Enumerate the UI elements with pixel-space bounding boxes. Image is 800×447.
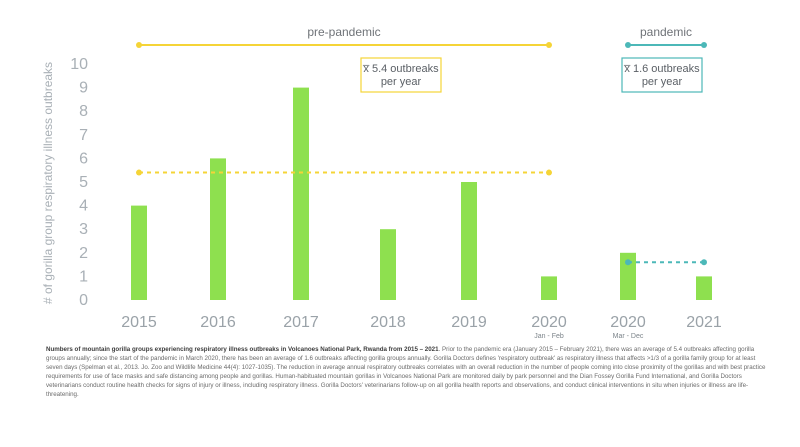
period-endpoint — [701, 42, 707, 48]
x-tick-sublabel: Mar - Dec — [613, 333, 644, 340]
bar-2018 — [380, 229, 396, 300]
bar-2019 — [461, 182, 477, 300]
x-tick-label: 2016 — [200, 314, 236, 331]
y-tick-label: 8 — [79, 103, 88, 120]
bars — [131, 87, 712, 300]
average-box-line1: x̅ 5.4 outbreaks — [362, 63, 439, 75]
average-box-line2: per year — [381, 76, 422, 88]
x-tick-label: 2017 — [283, 314, 319, 331]
y-tick-label: 10 — [70, 56, 88, 73]
period-endpoint — [136, 42, 142, 48]
caption-title: Numbers of mountain gorilla groups exper… — [46, 346, 439, 353]
period-endpoint — [546, 42, 552, 48]
bar-2020 — [541, 276, 557, 300]
period-label: pre-pandemic — [307, 25, 380, 39]
y-tick-labels: 0 1 2 3 4 5 6 7 8 9 10 — [70, 56, 88, 309]
y-tick-label: 9 — [79, 80, 88, 97]
y-tick-label: 7 — [79, 127, 88, 144]
average-endpoint — [625, 259, 631, 266]
y-tick-label: 2 — [79, 245, 88, 262]
x-tick-label: 2021 — [686, 314, 722, 331]
y-tick-label: 6 — [79, 150, 88, 167]
period-label: pandemic — [640, 25, 692, 39]
x-tick-labels: 2015 2016 2017 2018 2019 2020 Jan - Feb 2020 Mar… — [121, 314, 722, 340]
average-box — [621, 57, 703, 93]
period-endpoint — [625, 42, 631, 48]
bar-2020 — [620, 252, 636, 300]
bar-2016 — [210, 158, 226, 300]
average-box — [360, 57, 442, 93]
average-endpoint — [701, 259, 707, 266]
y-tick-label: 0 — [79, 292, 88, 309]
bar-2021 — [696, 276, 712, 300]
average-box-line1: x̅ 1.6 outbreaks — [623, 63, 700, 75]
average-endpoint — [546, 169, 552, 176]
y-tick-label: 4 — [79, 198, 88, 215]
y-tick-label: 3 — [79, 221, 88, 238]
average-endpoint — [136, 169, 142, 176]
y-tick-label: 5 — [79, 174, 88, 191]
caption-body: . Prior to the pandemic era (January 201… — [46, 346, 766, 398]
average-box-line2: per year — [642, 76, 683, 88]
x-tick-label: 2019 — [451, 314, 487, 331]
x-tick-label: 2015 — [121, 314, 157, 331]
figure-caption: Numbers of mountain gorilla groups exper… — [46, 346, 768, 400]
x-tick-sublabel: Jan - Feb — [534, 333, 564, 340]
bar-chart: # of gorilla group respiratory illness o… — [41, 25, 722, 340]
x-tick-label: 2018 — [370, 314, 406, 331]
x-tick-label: 2020 — [531, 314, 567, 331]
x-tick-label: 2020 — [610, 314, 646, 331]
y-tick-label: 1 — [79, 268, 88, 285]
y-axis-label: # of gorilla group respiratory illness o… — [41, 62, 55, 304]
bar-2017 — [293, 87, 309, 300]
bar-2015 — [131, 205, 147, 300]
